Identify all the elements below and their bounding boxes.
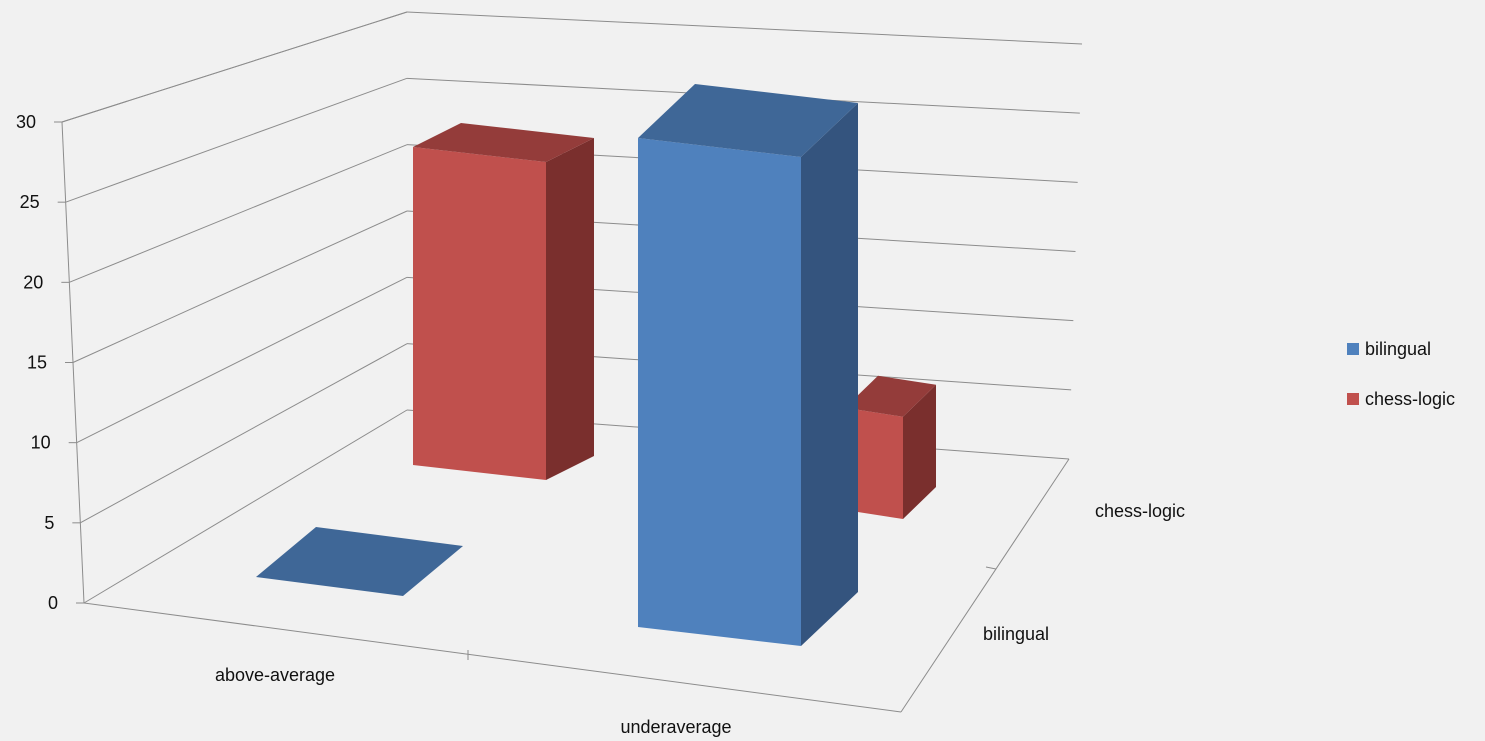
y-tick-label: 15 <box>27 353 47 373</box>
legend-swatch-chess-logic <box>1347 393 1359 405</box>
x-category-label: above-average <box>215 665 335 685</box>
depth-axis-line <box>900 458 1070 713</box>
y-tick-label: 0 <box>48 593 58 613</box>
bar-chess-logic-above-average-top <box>413 123 594 162</box>
gridline <box>406 11 1083 45</box>
y-tick-label: 10 <box>31 433 51 453</box>
legend-label: bilingual <box>1365 339 1431 359</box>
depth-category-label: chess-logic <box>1095 501 1185 521</box>
bar-chess-logic-above-average-front <box>413 147 546 480</box>
y-tick-label: 25 <box>20 192 40 212</box>
bar-bilingual-above-average-top <box>256 527 463 596</box>
bar-chess-logic-underaverage-side <box>903 384 936 519</box>
bar-chess-logic-above-average-side <box>546 138 594 480</box>
x-category-label: underaverage <box>620 717 731 737</box>
gridline <box>83 409 408 604</box>
y-tick-label: 30 <box>16 112 36 132</box>
bar-bilingual-underaverage-front <box>638 138 801 646</box>
gridline <box>72 210 408 363</box>
gridline <box>80 343 408 524</box>
gridline <box>61 11 408 123</box>
legend-swatch-bilingual <box>1347 343 1359 355</box>
bar-bilingual-underaverage-side <box>801 103 858 646</box>
depth-tick <box>985 566 997 570</box>
legend-label: chess-logic <box>1365 389 1455 409</box>
bar-chess-logic-underaverage-top <box>845 375 936 417</box>
bar-chess-logic-underaverage-front <box>845 407 903 519</box>
y-tick-label: 5 <box>44 513 54 533</box>
y-tick-label: 20 <box>23 272 43 292</box>
gridline <box>65 77 408 203</box>
gridline <box>76 276 408 444</box>
gridline <box>69 144 408 283</box>
x-axis-line <box>83 602 902 713</box>
bar-bilingual-underaverage-top <box>638 84 858 157</box>
depth-category-label: bilingual <box>983 624 1049 644</box>
